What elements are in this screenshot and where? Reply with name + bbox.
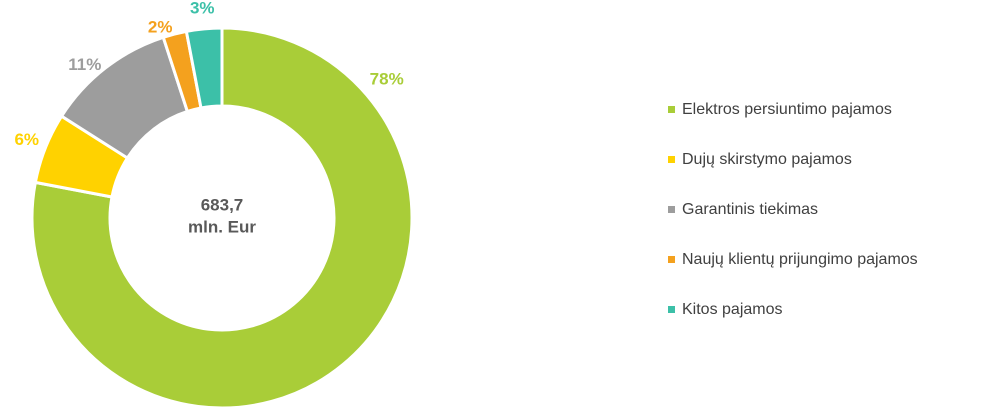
legend-label: Naujų klientų prijungimo pajamos	[682, 251, 918, 268]
data-label: 6%	[14, 130, 39, 149]
legend-marker	[668, 106, 675, 113]
legend-marker	[668, 306, 675, 313]
donut-segment	[30, 26, 414, 408]
legend-label: Kitos pajamos	[682, 301, 783, 318]
donut-segment	[184, 26, 224, 110]
data-label: 11%	[68, 55, 101, 74]
legend-label: Dujų skirstymo pajamos	[682, 151, 852, 168]
center-unit: mln. Eur	[188, 217, 256, 236]
legend-marker	[668, 206, 675, 213]
legend-label: Garantinis tiekimas	[682, 201, 818, 218]
center-value: 683,7	[201, 195, 244, 214]
data-label: 78%	[370, 69, 404, 88]
data-label: 3%	[190, 0, 215, 17]
legend-marker	[668, 256, 675, 263]
legend-label: Elektros persiuntimo pajamos	[682, 101, 892, 118]
data-label: 2%	[148, 17, 173, 36]
legend-marker	[668, 156, 675, 163]
